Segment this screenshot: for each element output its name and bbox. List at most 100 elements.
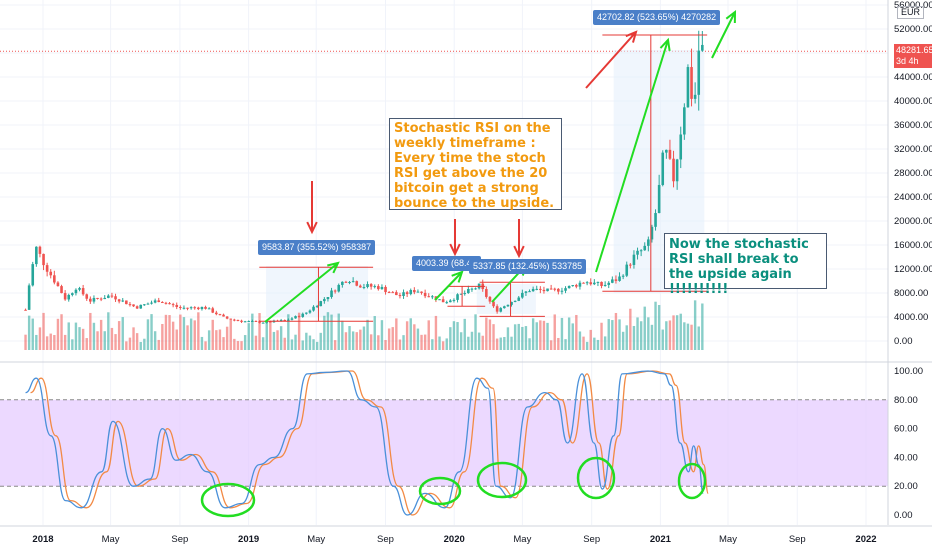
candle-body bbox=[171, 304, 175, 306]
volume-bar bbox=[683, 322, 686, 350]
candle-body bbox=[402, 292, 405, 296]
volume-bar bbox=[341, 320, 344, 350]
measure-region bbox=[476, 284, 536, 314]
price-tick-label: 0.00 bbox=[894, 336, 913, 347]
volume-bar bbox=[567, 317, 571, 350]
candle-body bbox=[683, 107, 686, 135]
candle-body bbox=[85, 294, 89, 299]
candle-body bbox=[308, 310, 312, 313]
candle-body bbox=[258, 321, 261, 323]
candle-body bbox=[578, 282, 582, 287]
candle-body bbox=[636, 250, 639, 255]
volume-bar bbox=[625, 325, 628, 350]
volume-bar bbox=[117, 321, 121, 350]
candle-body bbox=[697, 50, 701, 95]
candle-body bbox=[366, 284, 369, 288]
candle-body bbox=[103, 297, 107, 300]
volume-bar bbox=[657, 305, 661, 350]
volume-bar bbox=[67, 322, 70, 350]
candle-body bbox=[297, 316, 301, 318]
osc-tick-label: 0.00 bbox=[894, 510, 913, 521]
candle-body bbox=[463, 293, 467, 295]
candle-body bbox=[351, 281, 355, 283]
price-tick-label: 16000.00 bbox=[894, 240, 932, 251]
candle-body bbox=[539, 288, 542, 290]
volume-bar bbox=[164, 314, 168, 350]
candle-body bbox=[96, 297, 99, 299]
volume-bar bbox=[373, 316, 376, 350]
volume-bar bbox=[107, 312, 110, 350]
candle-body bbox=[690, 67, 693, 99]
candle-body bbox=[542, 289, 546, 292]
volume-bar bbox=[200, 336, 204, 350]
candle-body bbox=[283, 320, 287, 322]
volume-bar bbox=[377, 335, 380, 350]
price-tick-label: 8000.00 bbox=[894, 288, 928, 299]
candle-body bbox=[560, 290, 564, 292]
candle-body bbox=[373, 286, 377, 288]
volume-bar bbox=[420, 334, 423, 350]
volume-bar bbox=[668, 320, 672, 350]
measure-label-2: 4003.39 (68.44 bbox=[412, 256, 481, 271]
osc-tick-label: 40.00 bbox=[894, 452, 918, 463]
volume-bar bbox=[693, 300, 697, 350]
time-tick-label: Sep bbox=[377, 534, 394, 545]
volume-bar bbox=[265, 320, 268, 350]
time-tick-label: May bbox=[102, 534, 120, 545]
candle-body bbox=[395, 292, 398, 296]
candle-body bbox=[409, 290, 413, 295]
volume-bar bbox=[560, 317, 564, 350]
candle-body bbox=[279, 320, 283, 322]
volume-bar bbox=[240, 341, 243, 350]
volume-bar bbox=[632, 325, 636, 350]
volume-bar bbox=[38, 327, 42, 350]
volume-bar bbox=[431, 339, 434, 350]
candle-body bbox=[503, 306, 506, 309]
volume-bar bbox=[679, 313, 682, 350]
volume-bar bbox=[197, 312, 200, 350]
volume-bar bbox=[344, 332, 348, 350]
candle-body bbox=[139, 304, 143, 309]
candle-body bbox=[553, 288, 557, 290]
candle-body bbox=[643, 245, 647, 251]
volume-bar bbox=[337, 313, 340, 350]
time-tick-label: Sep bbox=[789, 534, 806, 545]
highlight-circle bbox=[677, 462, 707, 500]
volume-bar bbox=[139, 341, 142, 350]
candle-body bbox=[621, 275, 625, 277]
volume-bar bbox=[650, 324, 654, 350]
currency-label[interactable]: EUR bbox=[897, 6, 925, 19]
candle-body bbox=[657, 184, 661, 214]
candle-body bbox=[413, 290, 416, 293]
volume-bar bbox=[103, 331, 106, 350]
candle-body bbox=[254, 320, 258, 322]
candle-body bbox=[125, 300, 128, 305]
highlight-circle bbox=[418, 476, 462, 506]
volume-bar bbox=[78, 327, 81, 350]
highlight-circle bbox=[476, 461, 528, 499]
candle-body bbox=[247, 321, 251, 323]
time-tick-label: 2022 bbox=[855, 534, 876, 545]
volume-bar bbox=[405, 321, 409, 350]
volume-bar bbox=[362, 326, 366, 350]
candle-body bbox=[99, 298, 103, 300]
candle-body bbox=[438, 299, 441, 301]
volume-bar bbox=[665, 321, 668, 350]
candle-body bbox=[416, 291, 420, 293]
volume-bar bbox=[531, 318, 535, 350]
volume-bar bbox=[45, 336, 49, 350]
volume-bar bbox=[89, 312, 92, 350]
candle-body bbox=[211, 308, 215, 313]
price-tick-label: 36000.00 bbox=[894, 120, 932, 131]
up-arrow bbox=[264, 262, 339, 323]
volume-bar bbox=[495, 338, 499, 350]
candle-body bbox=[319, 301, 323, 307]
volume-bar bbox=[470, 331, 474, 350]
volume-bar bbox=[243, 335, 247, 350]
volume-bar bbox=[189, 318, 193, 350]
volume-bar bbox=[596, 339, 600, 350]
stoch-rsi-pane bbox=[0, 370, 888, 518]
candle-body bbox=[294, 316, 297, 319]
volume-bar bbox=[179, 314, 182, 350]
